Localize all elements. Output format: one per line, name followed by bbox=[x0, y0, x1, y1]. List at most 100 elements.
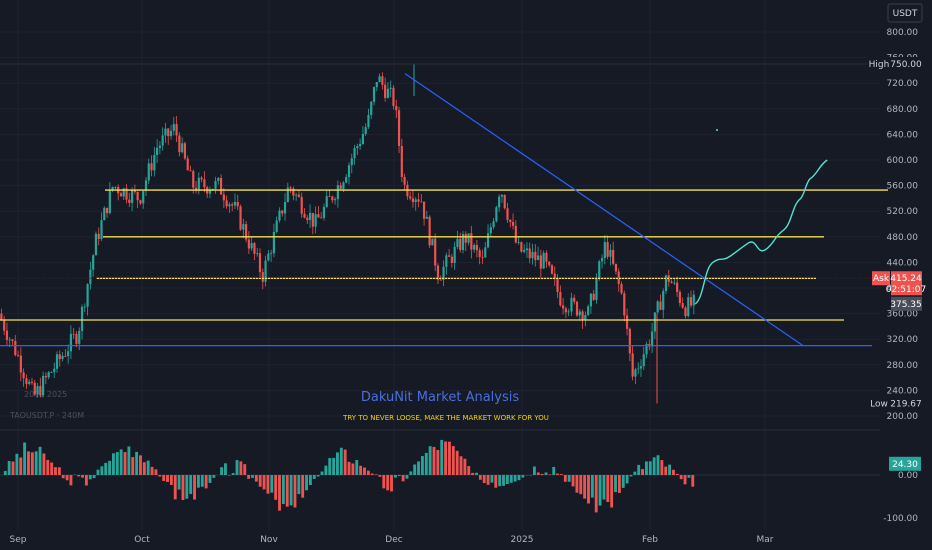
candle bbox=[228, 202, 231, 213]
candle-body bbox=[303, 213, 306, 218]
candle-body bbox=[345, 177, 348, 183]
candle-body bbox=[153, 155, 156, 171]
candle bbox=[495, 205, 498, 223]
candle-body bbox=[367, 114, 370, 128]
candle-body bbox=[267, 253, 270, 261]
candle bbox=[592, 289, 595, 301]
price-tick-label: 720.00 bbox=[887, 79, 919, 89]
candle bbox=[378, 73, 381, 83]
drawings-layer bbox=[0, 63, 888, 347]
candle bbox=[50, 371, 53, 373]
candle bbox=[33, 379, 36, 396]
candle bbox=[409, 191, 412, 201]
candle-body bbox=[381, 76, 384, 85]
candle-body bbox=[500, 194, 504, 197]
oscillator-bar bbox=[193, 475, 196, 500]
price-tick-label: 240.00 bbox=[887, 386, 919, 396]
oscillator-bar bbox=[629, 475, 633, 477]
candle-body bbox=[506, 208, 509, 220]
candle bbox=[367, 108, 370, 130]
candle bbox=[16, 350, 20, 358]
candle-body bbox=[144, 180, 148, 192]
candle-body bbox=[642, 354, 645, 367]
candle-body bbox=[628, 328, 631, 354]
currency-selector[interactable] bbox=[887, 3, 923, 23]
candle bbox=[300, 192, 303, 218]
candle-body bbox=[687, 297, 690, 317]
oscillator-bar bbox=[664, 466, 668, 475]
candle bbox=[75, 331, 78, 348]
price-tick-label: 680.00 bbox=[887, 105, 919, 115]
currency-label: USDT bbox=[893, 9, 918, 19]
candle-body bbox=[161, 135, 164, 146]
candle-body bbox=[684, 307, 687, 317]
candle bbox=[481, 249, 484, 265]
candle bbox=[97, 227, 100, 246]
candle-body bbox=[662, 291, 665, 310]
candle bbox=[58, 350, 61, 367]
brand-tagline: TRY TO NEVER LOOSE, MAKE THE MARKET WORK… bbox=[342, 414, 549, 422]
oscillator-bar bbox=[142, 462, 146, 475]
candle-body bbox=[242, 224, 245, 230]
oscillator-bar bbox=[571, 475, 575, 487]
candle-body bbox=[445, 255, 448, 267]
oscillator-bar bbox=[324, 465, 328, 475]
candle bbox=[345, 174, 348, 184]
candle-body bbox=[325, 196, 328, 207]
brand-title: DakuNit Market Analysis bbox=[361, 390, 520, 405]
candle-body bbox=[584, 314, 587, 321]
candle-body bbox=[122, 188, 125, 197]
candle-body bbox=[136, 192, 139, 201]
candle bbox=[467, 233, 470, 246]
oscillator-bar bbox=[139, 455, 142, 475]
oscillator-bar bbox=[475, 472, 478, 475]
oscillator-bar bbox=[401, 475, 405, 482]
candle bbox=[194, 181, 198, 194]
candle-body bbox=[36, 386, 39, 395]
candle bbox=[603, 234, 606, 265]
candle bbox=[272, 223, 275, 258]
candle-body bbox=[92, 255, 95, 270]
oscillator-bar bbox=[293, 475, 297, 508]
oscillator-bar bbox=[343, 449, 347, 475]
candle-body bbox=[261, 272, 264, 282]
candle-body bbox=[548, 261, 551, 266]
candle bbox=[448, 249, 451, 257]
candle-body bbox=[645, 343, 648, 355]
oscillator-bar bbox=[3, 470, 7, 475]
candle-body bbox=[414, 199, 417, 203]
time-tick-label: 2025 bbox=[511, 535, 534, 545]
candle bbox=[186, 155, 189, 171]
price-tick-label: 320.00 bbox=[887, 335, 919, 345]
oscillator-bar bbox=[239, 461, 243, 475]
oscillator-bar bbox=[127, 446, 131, 475]
oscillator-bar bbox=[181, 475, 185, 500]
candle-body bbox=[639, 366, 643, 369]
candle-body bbox=[133, 190, 136, 193]
candle-body bbox=[30, 381, 34, 383]
oscillator-bar bbox=[556, 473, 560, 475]
candle-body bbox=[356, 146, 359, 149]
candle-body bbox=[297, 194, 301, 197]
candle-body bbox=[94, 233, 98, 256]
time-axis[interactable]: Sep Oct Nov Dec 2025 Feb Mar bbox=[10, 535, 774, 545]
candle bbox=[473, 243, 476, 253]
oscillator-bar bbox=[598, 475, 602, 506]
candle-body bbox=[86, 284, 89, 307]
oscillator-bar bbox=[96, 469, 100, 475]
oscillator-bar bbox=[289, 475, 293, 506]
oscillator-bar bbox=[532, 466, 536, 475]
candle bbox=[503, 194, 506, 210]
candle-body bbox=[676, 282, 679, 293]
price-axis[interactable]: USDT 800.00760.00720.00680.00640.00600.0… bbox=[867, 3, 926, 422]
candle bbox=[542, 250, 545, 270]
candle bbox=[520, 241, 523, 253]
oscillator-bar bbox=[254, 475, 258, 482]
oscillator-bar bbox=[386, 475, 390, 491]
candle-body bbox=[108, 189, 111, 214]
candle bbox=[534, 244, 537, 267]
candle-body bbox=[75, 334, 78, 344]
candle bbox=[509, 219, 512, 228]
